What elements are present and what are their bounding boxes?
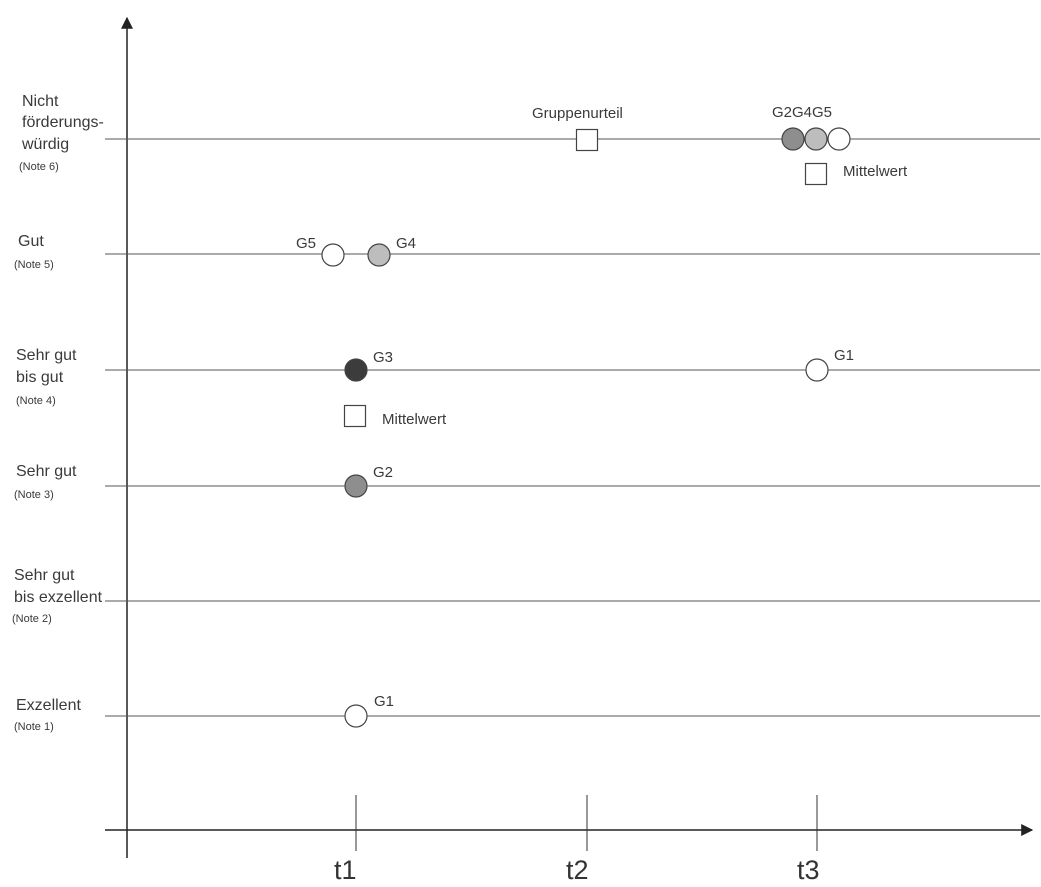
square-gruppenurteil-t2 [575,128,599,152]
marker-g1-t3 [805,358,829,382]
marker-g5-t1 [321,243,345,267]
row-note-note1: (Note 1) [14,721,54,733]
time-label-t1: t1 [334,855,357,885]
square-mittelwert-t3 [804,162,828,186]
marker-label-g3-t1: G3 [373,349,394,366]
marker-g1-t1 [344,704,368,728]
marker-g2g4g5-t3-2 [827,127,851,151]
row-note-note6: (Note 6) [19,161,59,173]
row-label-note2-line1: Sehr gut [14,567,75,584]
square-label-mittelwert-t3: Mittelwert [843,163,908,180]
mean-squares [343,128,828,428]
row-label-note1-line1: Exzellent [16,697,81,714]
marker-g3-t1 [344,358,368,382]
time-ticks [355,795,818,851]
row-label-note6-line3: würdig [22,136,70,153]
row-label-note6-line2: förderungs- [22,114,104,131]
row-note-note4: (Note 4) [16,395,56,407]
marker-g4-t1 [367,243,391,267]
row-label-note3-line1: Sehr gut [16,463,77,480]
marker-label-g4-t1: G4 [396,235,417,252]
group-markers [321,127,851,728]
marker-label-g1-t1: G1 [374,693,395,710]
row-note-note5: (Note 5) [14,259,54,271]
row-label-note2-line2: bis exzellent [14,589,103,606]
marker-label-g5-t1: G5 [296,235,317,252]
row-note-note2: (Note 2) [12,613,52,625]
marker-g2g4g5-t3-1 [804,127,828,151]
grade-lines [105,138,1040,717]
row-note-note3: (Note 3) [14,489,54,501]
row-label-note4-line1: Sehr gut [16,347,77,364]
time-label-t3: t3 [797,855,820,885]
row-label-note4-line2: bis gut [16,369,64,386]
square-mittelwert-t1 [343,404,367,428]
marker-label-g1-t3: G1 [834,347,855,364]
marker-label-g2-t1: G2 [373,464,394,481]
square-label-gruppenurteil: Gruppenurteil [532,105,623,122]
row-label-note5-line1: Gut [18,233,44,250]
marker-label-g2g4g5-t3: G2G4G5 [772,104,833,121]
row-label-note6-line1: Nicht [22,93,59,110]
marker-g2g4g5-t3-0 [781,127,805,151]
square-label-mittelwert-t1: Mittelwert [382,411,447,428]
time-label-t2: t2 [566,855,589,885]
marker-g2-t1 [344,474,368,498]
